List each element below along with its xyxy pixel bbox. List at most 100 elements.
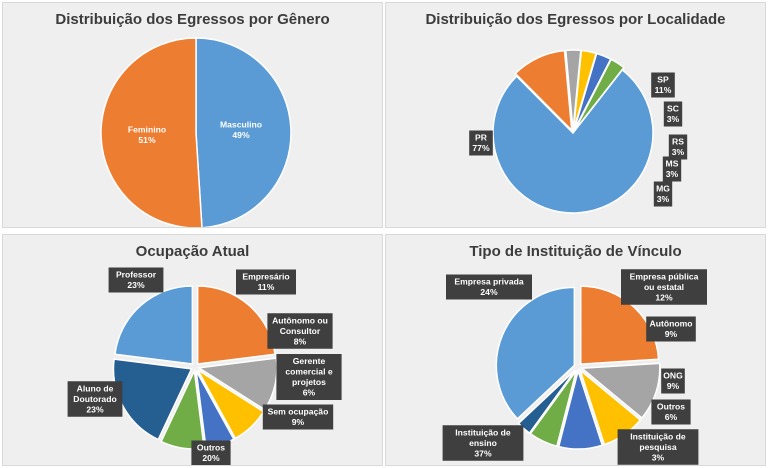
- data-label-text: Professor: [116, 270, 157, 280]
- data-label-box: [662, 156, 682, 182]
- data-label-box: [653, 181, 673, 207]
- chart-title: Distribuição dos Egressos por Gênero: [55, 11, 330, 28]
- data-label-text: pesquisa: [639, 442, 676, 452]
- data-label-percent: 3%: [666, 169, 679, 179]
- chart-panel-ocupacao: Ocupação Atual Professor 23% Empresário 11%…: [2, 234, 383, 466]
- chart-panel-localidade: Distribuição dos Egressos por Localidade…: [385, 2, 766, 228]
- data-label: MS3%: [662, 156, 682, 182]
- pie-slice: [100, 37, 203, 227]
- pie-slice: [492, 68, 654, 214]
- chart-title: Ocupação Atual: [135, 243, 250, 260]
- data-label-box: [663, 101, 683, 127]
- data-label-percent: 9%: [665, 329, 678, 339]
- pie-slice: [195, 37, 292, 227]
- data-label-percent: 8%: [294, 336, 307, 346]
- data-label-text: ensino: [469, 438, 497, 448]
- data-label-text: Empresário: [242, 272, 289, 282]
- data-label-percent: 3%: [667, 114, 680, 124]
- data-label-text: Outros: [197, 443, 225, 453]
- data-label: RS3%: [668, 134, 688, 160]
- data-label-percent: 11%: [655, 85, 672, 95]
- data-label-text: projetos: [292, 377, 326, 387]
- data-label-percent: 9%: [667, 381, 680, 391]
- pie-slice: [557, 368, 604, 450]
- data-label-percent: 3%: [657, 194, 670, 204]
- data-label-box: [646, 316, 696, 342]
- data-label-percent: 49%: [232, 130, 250, 140]
- data-label-text: Masculino: [220, 120, 262, 130]
- data-label-percent: 23%: [86, 404, 104, 414]
- data-label-text: Aluno de: [77, 383, 114, 393]
- pie-slice: [114, 285, 194, 365]
- pie-slice: [517, 369, 576, 435]
- data-label-text: Autônomo: [650, 319, 693, 329]
- data-label-text: Sem ocupação: [268, 407, 329, 417]
- data-label-text: RS: [672, 137, 684, 147]
- pie-slice: [112, 358, 193, 441]
- data-label-percent: 77%: [472, 143, 490, 153]
- pie-slice: [529, 370, 578, 448]
- chart-panel-instituicao: Tipo de Instituição de Vínculo Empresa p…: [385, 234, 766, 466]
- data-label-text: Consultor: [280, 326, 321, 336]
- data-label-box: [651, 72, 675, 98]
- data-label-percent: 3%: [672, 147, 685, 157]
- data-label-percent: 6%: [303, 388, 316, 398]
- data-label-text: Empresa privada: [454, 277, 523, 287]
- data-label-box: [67, 381, 123, 417]
- pie-slice: [573, 58, 625, 131]
- data-label-box: [276, 354, 342, 400]
- data-label-text: PR: [475, 133, 488, 143]
- data-label-text: Autônomo ou: [272, 315, 328, 325]
- data-label-box: [617, 429, 699, 465]
- pie-slice: [514, 49, 573, 133]
- data-label-percent: 37%: [474, 448, 492, 458]
- data-label-text: SP: [657, 75, 669, 85]
- data-label-percent: 51%: [138, 135, 156, 145]
- data-label-text: Doutorado: [73, 394, 116, 404]
- data-label-box: [262, 404, 334, 430]
- data-label-percent: 6%: [665, 412, 678, 422]
- data-label: MG3%: [653, 181, 673, 207]
- data-label-text: MG: [656, 184, 670, 194]
- chart-title: Tipo de Instituição de Vínculo: [469, 243, 682, 260]
- data-label-box: [236, 269, 296, 295]
- data-label-text: MS: [666, 159, 679, 169]
- data-label-box: [469, 130, 493, 156]
- pie-slice: [579, 285, 660, 365]
- data-label-box: [446, 274, 532, 300]
- data-label-text: Instituição de: [455, 427, 511, 437]
- data-label-percent: 3%: [652, 452, 665, 462]
- data-label-percent: 23%: [127, 280, 145, 290]
- data-label-text: Empresa pública: [630, 271, 699, 281]
- chart-panel-genero: Distribuição dos Egressos por Gênero Mas…: [2, 2, 383, 228]
- pie-slice: [579, 362, 661, 420]
- data-label-box: [267, 313, 333, 349]
- data-label-text: SC: [667, 104, 679, 114]
- data-label-text: ONG: [663, 371, 683, 381]
- data-label-text: comercial e: [285, 367, 333, 377]
- data-label-text: Gerente: [293, 356, 326, 366]
- data-label-text: Outros: [657, 402, 685, 412]
- chart-title: Distribuição dos Egressos por Localidade: [425, 11, 726, 28]
- data-label-percent: 12%: [655, 292, 673, 302]
- data-label-box: [651, 399, 691, 425]
- data-label-percent: 20%: [202, 453, 220, 463]
- data-label-percent: 11%: [258, 282, 275, 292]
